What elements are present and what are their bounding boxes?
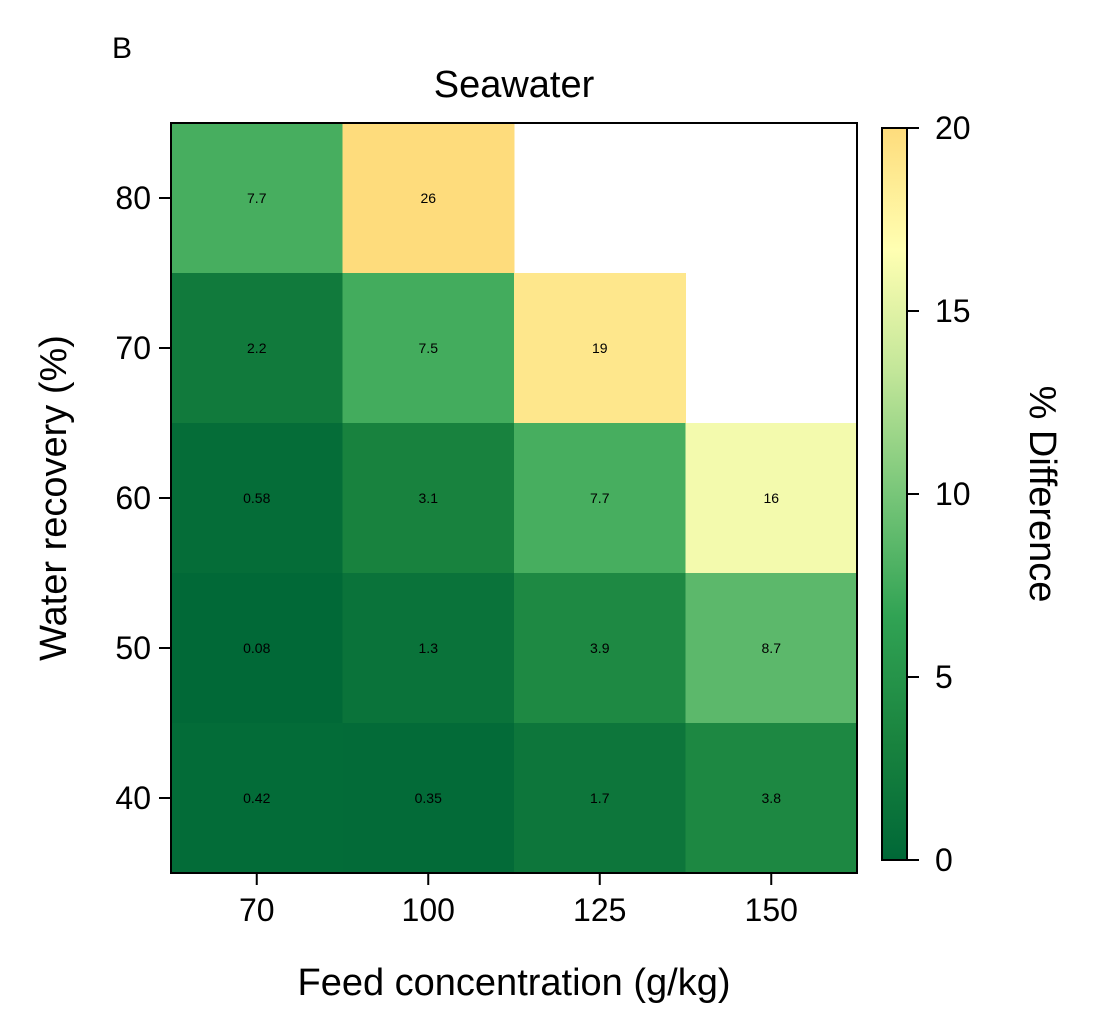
cell-value-label: 7.7 bbox=[590, 490, 610, 506]
colorbar-tick-label: 20 bbox=[935, 110, 971, 146]
cell-value-label: 2.2 bbox=[247, 340, 267, 356]
y-tick-label: 40 bbox=[115, 780, 151, 816]
cell-value-label: 16 bbox=[763, 490, 779, 506]
heatmap-cell-r2-c0 bbox=[171, 423, 343, 574]
heatmap-cell-r4-c3 bbox=[685, 723, 858, 874]
cell-value-label: 0.08 bbox=[243, 640, 270, 656]
heatmap-cell-r2-c1 bbox=[342, 423, 515, 574]
panel-letter: B bbox=[112, 32, 132, 65]
cell-value-label: 3.1 bbox=[419, 490, 439, 506]
colorbar bbox=[881, 127, 908, 861]
cell-value-label: 7.5 bbox=[419, 340, 439, 356]
cell-value-label: 7.7 bbox=[247, 190, 267, 206]
colorbar-tick-label: 0 bbox=[935, 842, 953, 878]
heatmap-cell-labels: 7.7 26 2.2 7.5 19 0.58 3.1 7.7 16 0.08 1.3 3.9 8.7 0.… bbox=[243, 190, 781, 806]
cell-value-label: 3.9 bbox=[590, 640, 610, 656]
x-tick-label: 125 bbox=[573, 892, 626, 928]
colorbar-tick-label: 5 bbox=[935, 659, 953, 695]
heatmap-cells bbox=[171, 123, 858, 874]
heatmap-cell-r1-c2 bbox=[514, 273, 686, 424]
chart-title: Seawater bbox=[434, 64, 595, 106]
colorbar-ticks: 0 5 10 15 20 bbox=[907, 110, 971, 878]
x-tick-label: 150 bbox=[745, 892, 798, 928]
heatmap-cell-r3-c1 bbox=[342, 573, 515, 724]
y-tick-label: 50 bbox=[115, 630, 151, 666]
heatmap-cell-r4-c2 bbox=[514, 723, 686, 874]
x-axis-label: Feed concentration (g/kg) bbox=[297, 962, 730, 1004]
cell-value-label: 26 bbox=[420, 190, 436, 206]
cell-value-label: 8.7 bbox=[762, 640, 782, 656]
heatmap-cell-r3-c3 bbox=[685, 573, 858, 724]
cell-value-label: 0.58 bbox=[243, 490, 270, 506]
y-tick-label: 70 bbox=[115, 330, 151, 366]
y-tick-label: 80 bbox=[115, 180, 151, 216]
x-tick-label: 100 bbox=[402, 892, 455, 928]
heatmap-cell-r2-c2 bbox=[514, 423, 686, 574]
heatmap-cell-r1-c0 bbox=[171, 273, 343, 424]
heatmap-cell-r4-c0 bbox=[171, 723, 343, 874]
colorbar-tick-label: 10 bbox=[935, 476, 971, 512]
y-tick-label: 60 bbox=[115, 480, 151, 516]
heatmap-cell-r3-c2 bbox=[514, 573, 686, 724]
cell-value-label: 3.8 bbox=[762, 790, 782, 806]
heatmap-cell-r3-c0 bbox=[171, 573, 343, 724]
heatmap-cell-r4-c1 bbox=[342, 723, 515, 874]
cell-value-label: 1.7 bbox=[590, 790, 610, 806]
y-axis-ticks: 80 70 60 50 40 bbox=[115, 180, 171, 816]
colorbar-label: % Difference bbox=[1021, 386, 1063, 603]
heatmap-cell-r0-c1 bbox=[342, 123, 515, 274]
heatmap-cell-r1-c1 bbox=[342, 273, 515, 424]
cell-value-label: 0.42 bbox=[243, 790, 270, 806]
x-tick-label: 70 bbox=[239, 892, 275, 928]
cell-value-label: 0.35 bbox=[415, 790, 442, 806]
cell-value-label: 19 bbox=[592, 340, 608, 356]
heatmap-cell-r0-c0 bbox=[171, 123, 343, 274]
colorbar-tick-label: 15 bbox=[935, 293, 971, 329]
heatmap-cell-r2-c3 bbox=[685, 423, 858, 574]
x-axis-ticks: 70 100 125 150 bbox=[239, 873, 798, 928]
y-axis-label: Water recovery (%) bbox=[33, 335, 75, 661]
cell-value-label: 1.3 bbox=[419, 640, 439, 656]
